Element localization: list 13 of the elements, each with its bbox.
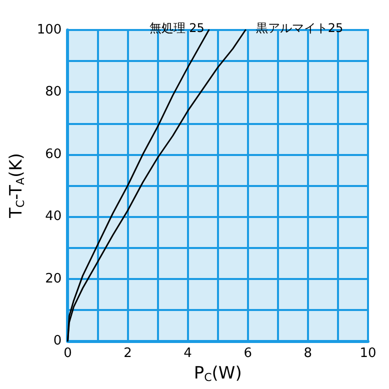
x-tick-label: 0: [64, 346, 72, 361]
x-tick-label: 2: [124, 346, 132, 361]
y-tick-label: 20: [45, 271, 62, 286]
y-tick-label: 100: [36, 22, 62, 38]
x-tick-label: 8: [304, 346, 312, 361]
x-tick-label: 10: [360, 346, 376, 361]
y-tick-label: 80: [45, 84, 62, 100]
x-tick-label: 6: [244, 346, 252, 361]
x-tick-label: 4: [184, 346, 192, 361]
y-axis-title: TC-TA(K): [6, 153, 27, 219]
y-tick-label: 40: [45, 209, 62, 224]
y-tick-label: 60: [45, 146, 62, 162]
y-tick-label: 0: [53, 334, 62, 348]
